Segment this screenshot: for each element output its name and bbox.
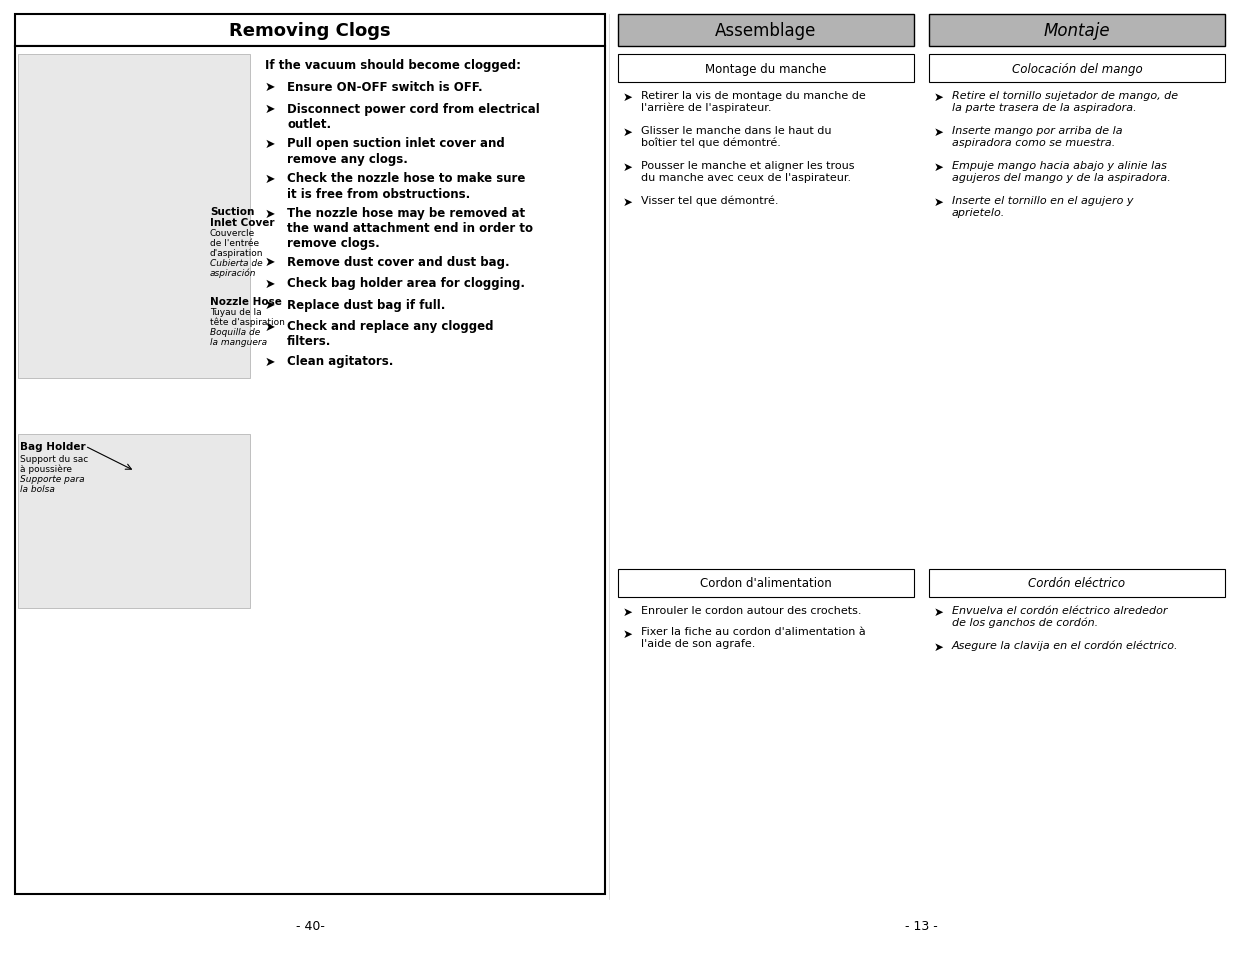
Text: Inlet Cover: Inlet Cover <box>210 218 274 228</box>
Text: Visser tel que démontré.: Visser tel que démontré. <box>641 195 778 206</box>
Text: ➤: ➤ <box>622 627 632 639</box>
Text: ➤: ➤ <box>266 208 275 220</box>
Text: ➤: ➤ <box>266 320 275 334</box>
Bar <box>19 55 249 378</box>
Text: Envuelva el cordón eléctrico alrededor
de los ganchos de cordón.: Envuelva el cordón eléctrico alrededor d… <box>952 605 1167 627</box>
Text: ➤: ➤ <box>266 298 275 312</box>
Text: Pousser le manche et aligner les trous
du manche avec ceux de l'aspirateur.: Pousser le manche et aligner les trous d… <box>641 161 855 182</box>
Text: Cubierta de: Cubierta de <box>210 258 263 268</box>
Text: Inserte mango por arriba de la
aspiradora como se muestra.: Inserte mango por arriba de la aspirador… <box>952 126 1123 148</box>
Text: Nozzle Hose: Nozzle Hose <box>210 296 282 307</box>
Text: Assemblage: Assemblage <box>715 22 816 40</box>
Text: tête d'aspiration: tête d'aspiration <box>210 317 285 327</box>
Text: aspiración: aspiración <box>210 269 257 278</box>
Bar <box>15 15 605 47</box>
Text: ➤: ➤ <box>622 605 632 618</box>
Text: - 13 -: - 13 - <box>905 919 937 932</box>
Text: ➤: ➤ <box>934 161 944 173</box>
Text: Tuyau de la: Tuyau de la <box>210 308 262 316</box>
Text: Empuje mango hacia abajo y alinie las
agujeros del mango y de la aspiradora.: Empuje mango hacia abajo y alinie las ag… <box>952 161 1171 182</box>
Bar <box>618 15 914 47</box>
Text: The nozzle hose may be removed at
the wand attachment end in order to
remove clo: The nozzle hose may be removed at the wa… <box>287 208 534 251</box>
Text: - 40-: - 40- <box>295 919 325 932</box>
Text: ➤: ➤ <box>266 81 275 94</box>
Text: ➤: ➤ <box>934 195 944 209</box>
Text: la bolsa: la bolsa <box>20 484 54 494</box>
Text: Inserte el tornillo en el agujero y
aprietelo.: Inserte el tornillo en el agujero y apri… <box>952 195 1134 217</box>
Text: If the vacuum should become clogged:: If the vacuum should become clogged: <box>266 59 521 71</box>
Text: ➤: ➤ <box>934 91 944 104</box>
Text: Colocación del mango: Colocación del mango <box>1011 63 1142 75</box>
Text: ➤: ➤ <box>622 126 632 139</box>
Text: Disconnect power cord from electrical
outlet.: Disconnect power cord from electrical ou… <box>287 102 540 131</box>
Text: ➤: ➤ <box>622 195 632 209</box>
Text: ➤: ➤ <box>266 102 275 115</box>
Text: Pull open suction inlet cover and
remove any clogs.: Pull open suction inlet cover and remove… <box>287 137 505 165</box>
Text: ➤: ➤ <box>934 640 944 654</box>
Text: Clean agitators.: Clean agitators. <box>287 355 394 368</box>
Text: ➤: ➤ <box>622 91 632 104</box>
Text: ➤: ➤ <box>266 255 275 269</box>
Text: Check bag holder area for clogging.: Check bag holder area for clogging. <box>287 277 525 291</box>
Text: Couvercle: Couvercle <box>210 229 256 237</box>
Bar <box>929 15 1225 47</box>
Bar <box>929 569 1225 598</box>
Text: ➤: ➤ <box>622 161 632 173</box>
Text: de l'entrée: de l'entrée <box>210 239 259 248</box>
Text: Asegure la clavija en el cordón eléctrico.: Asegure la clavija en el cordón eléctric… <box>952 640 1178 651</box>
Bar <box>15 47 605 894</box>
Bar <box>618 55 914 83</box>
Text: ➤: ➤ <box>934 605 944 618</box>
Text: Enrouler le cordon autour des crochets.: Enrouler le cordon autour des crochets. <box>641 605 862 616</box>
Text: Retire el tornillo sujetador de mango, de
la parte trasera de la aspiradora.: Retire el tornillo sujetador de mango, d… <box>952 91 1178 112</box>
Bar <box>929 55 1225 83</box>
Text: Remove dust cover and dust bag.: Remove dust cover and dust bag. <box>287 255 510 269</box>
Text: Montaje: Montaje <box>1044 22 1110 40</box>
Text: Supporte para: Supporte para <box>20 475 85 483</box>
Text: Fixer la fiche au cordon d'alimentation à
l'aide de son agrafe.: Fixer la fiche au cordon d'alimentation … <box>641 627 866 648</box>
Text: à poussière: à poussière <box>20 464 72 474</box>
Text: ➤: ➤ <box>934 126 944 139</box>
Text: la manguera: la manguera <box>210 337 267 347</box>
Text: ➤: ➤ <box>266 137 275 151</box>
Text: Removing Clogs: Removing Clogs <box>230 22 390 40</box>
Text: ➤: ➤ <box>266 172 275 185</box>
Bar <box>618 569 914 598</box>
Text: Suction: Suction <box>210 207 254 216</box>
Bar <box>19 435 249 608</box>
Text: Glisser le manche dans le haut du
boîtier tel que démontré.: Glisser le manche dans le haut du boîtie… <box>641 126 831 148</box>
Text: ➤: ➤ <box>266 277 275 291</box>
Text: Support du sac: Support du sac <box>20 455 88 463</box>
Text: Check the nozzle hose to make sure
it is free from obstructions.: Check the nozzle hose to make sure it is… <box>287 172 525 200</box>
Text: Check and replace any clogged
filters.: Check and replace any clogged filters. <box>287 320 494 348</box>
Text: d'aspiration: d'aspiration <box>210 249 263 257</box>
Text: Cordón eléctrico: Cordón eléctrico <box>1029 577 1125 590</box>
Text: Cordon d'alimentation: Cordon d'alimentation <box>700 577 832 590</box>
Text: Bag Holder: Bag Holder <box>20 441 85 452</box>
Text: ➤: ➤ <box>266 355 275 368</box>
Text: Boquilla de: Boquilla de <box>210 328 261 336</box>
Text: Retirer la vis de montage du manche de
l'arrière de l'aspirateur.: Retirer la vis de montage du manche de l… <box>641 91 866 113</box>
Text: Ensure ON-OFF switch is OFF.: Ensure ON-OFF switch is OFF. <box>287 81 483 94</box>
Text: Replace dust bag if full.: Replace dust bag if full. <box>287 298 446 312</box>
Text: Montage du manche: Montage du manche <box>705 63 826 75</box>
